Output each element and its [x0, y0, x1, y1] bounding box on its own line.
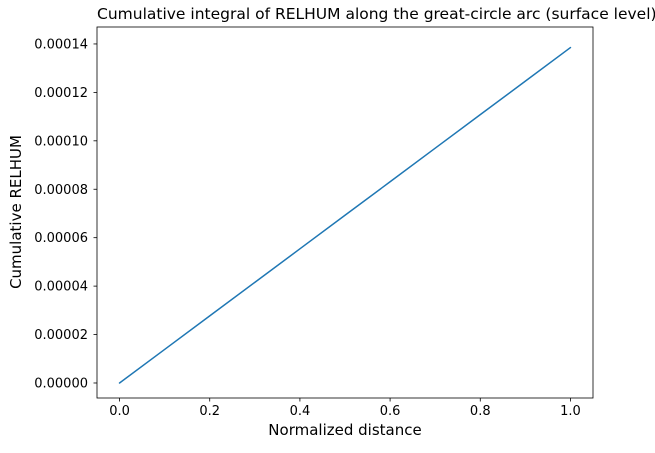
y-tick-label: 0.00012 [34, 86, 88, 101]
x-tick-label: 0.8 [470, 404, 491, 419]
chart-title: Cumulative integral of RELHUM along the … [97, 5, 655, 23]
y-tick-label: 0.00010 [34, 134, 88, 149]
y-tick-label: 0.00014 [34, 37, 88, 52]
series-line [118, 46, 572, 384]
x-axis-label: Normalized distance [268, 421, 422, 439]
axes-spines [96, 26, 594, 399]
y-tick-label: 0.00000 [34, 376, 88, 391]
x-tick-label: 0.6 [380, 404, 401, 419]
x-tick-label: 0.0 [109, 404, 130, 419]
x-tick-label: 0.2 [199, 404, 220, 419]
y-tick-label: 0.00004 [34, 280, 88, 295]
y-tick-label: 0.00006 [34, 231, 88, 246]
x-tick-label: 0.4 [290, 404, 311, 419]
y-tick-label: 0.00002 [34, 328, 88, 343]
y-tick-label: 0.00008 [34, 183, 88, 198]
x-tick-label: 1.0 [560, 404, 581, 419]
